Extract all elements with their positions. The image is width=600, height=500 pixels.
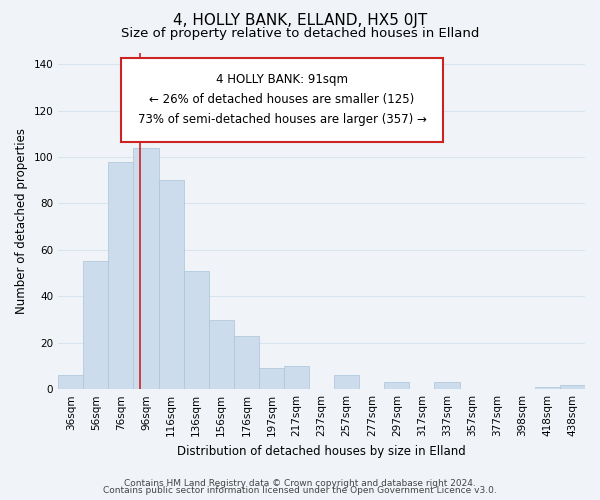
Bar [234,336,259,389]
Bar [158,180,184,389]
FancyBboxPatch shape [121,58,443,142]
Bar [334,375,359,389]
Text: Contains public sector information licensed under the Open Government Licence v3: Contains public sector information licen… [103,486,497,495]
Bar [209,320,234,389]
Bar [184,271,209,389]
Bar [560,384,585,389]
Text: 4, HOLLY BANK, ELLAND, HX5 0JT: 4, HOLLY BANK, ELLAND, HX5 0JT [173,12,427,28]
Bar [535,387,560,389]
Bar [58,375,83,389]
Bar [109,162,133,389]
Text: ← 26% of detached houses are smaller (125): ← 26% of detached houses are smaller (12… [149,93,415,106]
Bar [83,262,109,389]
Text: Size of property relative to detached houses in Elland: Size of property relative to detached ho… [121,28,479,40]
Bar [133,148,158,389]
Bar [259,368,284,389]
Bar [434,382,460,389]
Bar [284,366,309,389]
Text: Contains HM Land Registry data © Crown copyright and database right 2024.: Contains HM Land Registry data © Crown c… [124,478,476,488]
Y-axis label: Number of detached properties: Number of detached properties [15,128,28,314]
Text: 73% of semi-detached houses are larger (357) →: 73% of semi-detached houses are larger (… [137,113,427,126]
X-axis label: Distribution of detached houses by size in Elland: Distribution of detached houses by size … [177,444,466,458]
Text: 4 HOLLY BANK: 91sqm: 4 HOLLY BANK: 91sqm [216,72,348,86]
Bar [385,382,409,389]
